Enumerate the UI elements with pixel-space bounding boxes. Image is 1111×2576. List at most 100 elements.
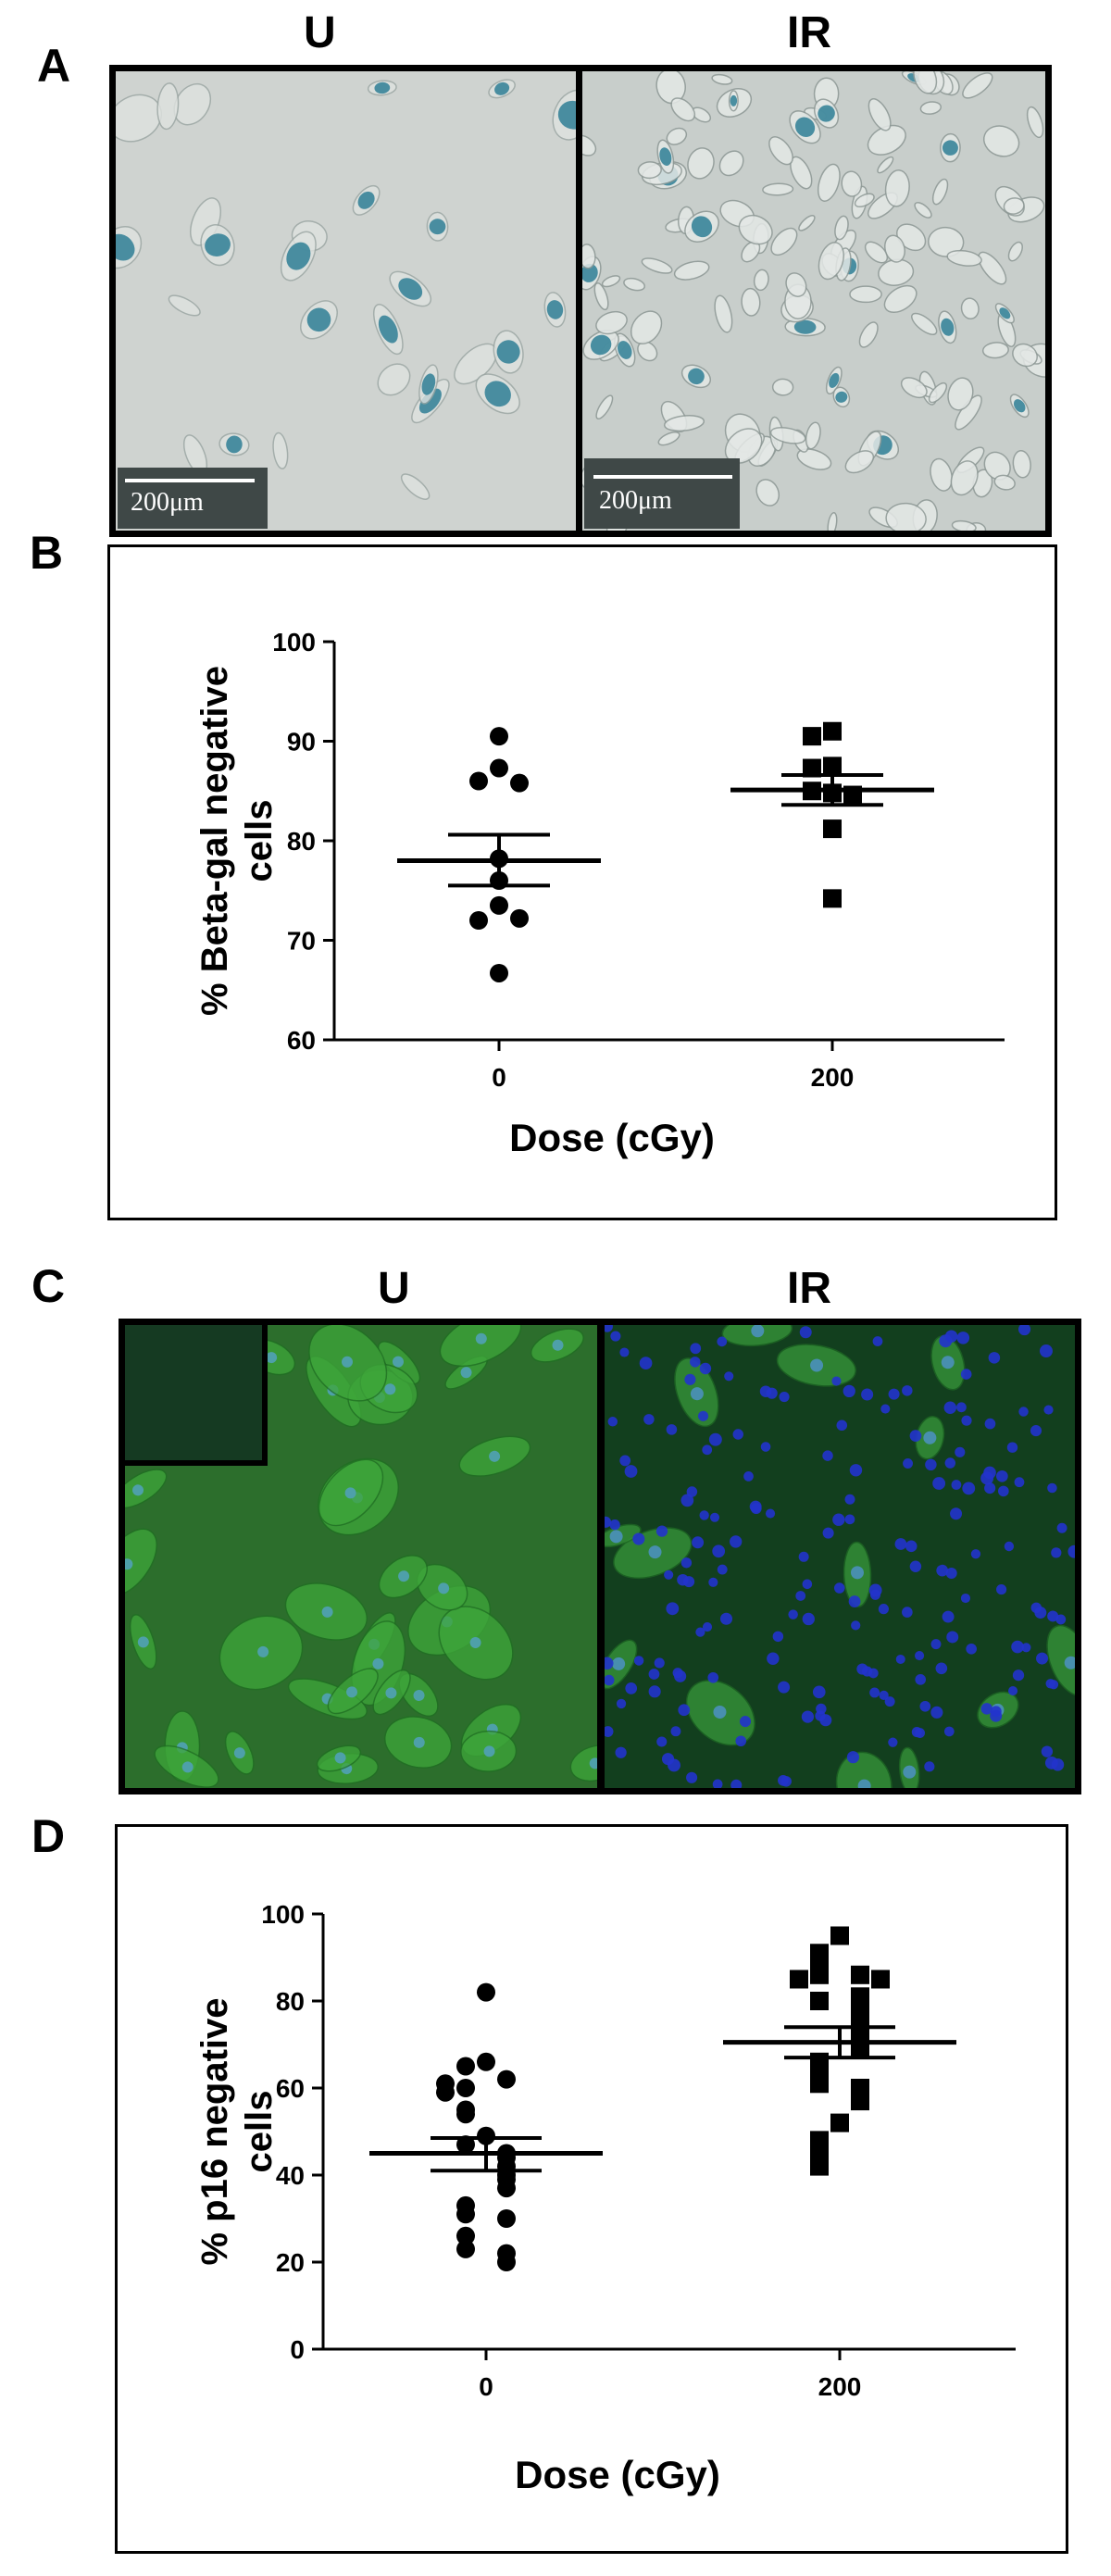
- nucleus: [655, 1525, 668, 1537]
- cell: [156, 82, 180, 131]
- nucleus: [605, 1674, 615, 1686]
- nucleus: [759, 1385, 772, 1398]
- stain: [999, 307, 1011, 319]
- cell: [663, 414, 705, 432]
- data-point-square: [823, 819, 842, 839]
- nucleus: [960, 1369, 972, 1380]
- nucleus: [850, 1566, 864, 1580]
- nucleus: [413, 1689, 425, 1701]
- cell: [200, 224, 235, 267]
- nucleus: [878, 1604, 889, 1615]
- cell-body: [769, 426, 806, 444]
- nucleus: [702, 1444, 713, 1456]
- nucleus: [1006, 1442, 1018, 1453]
- nucleus: [1041, 1745, 1054, 1757]
- data-point-square: [810, 2131, 829, 2150]
- panel-a-left-title: U: [304, 8, 336, 57]
- nucleus: [944, 1457, 956, 1469]
- cell: [755, 479, 780, 506]
- nucleus: [732, 1429, 743, 1440]
- cell: [931, 178, 949, 206]
- nucleus: [894, 1538, 907, 1550]
- cell: [827, 511, 838, 531]
- cell-body: [796, 448, 832, 470]
- stain: [546, 300, 564, 319]
- cell: [913, 71, 938, 94]
- nucleus: [943, 1726, 955, 1737]
- cell-body: [687, 147, 715, 180]
- y-tick-label: 80: [287, 827, 316, 856]
- nucleus: [984, 1418, 996, 1430]
- data-point-circle: [490, 963, 508, 982]
- nucleus: [751, 1325, 765, 1338]
- cell-body: [630, 310, 663, 344]
- stain: [818, 105, 835, 122]
- stain: [691, 216, 713, 238]
- cell: [418, 364, 439, 405]
- chart-d-frame: 0 20 40 60 80 100 0 200 Dose (cGy) % p16 negative…: [115, 1824, 1068, 2554]
- cell-body: [928, 381, 948, 404]
- nucleus: [341, 1356, 353, 1368]
- cell-body: [877, 156, 894, 174]
- data-point-circle: [469, 911, 488, 930]
- cell: [116, 226, 143, 269]
- chart-b-frame: 60 70 80 90 100 0 200 Dose (cGy) % Beta-gal nega…: [107, 544, 1057, 1220]
- cell: [1012, 343, 1038, 368]
- nucleus: [1045, 1679, 1055, 1689]
- stain: [496, 340, 520, 364]
- nucleus: [708, 1577, 718, 1587]
- cell-body: [885, 502, 927, 531]
- cell: [1009, 394, 1030, 419]
- cell: [978, 251, 1007, 285]
- cell: [884, 169, 910, 207]
- nucleus: [930, 1706, 943, 1719]
- stain: [942, 140, 958, 156]
- stain: [429, 219, 446, 235]
- nucleus: [605, 1726, 614, 1737]
- nucleus: [960, 1593, 971, 1604]
- nucleus: [955, 1446, 966, 1457]
- nucleus: [610, 1331, 621, 1342]
- cell: [947, 377, 974, 411]
- nucleus: [983, 1466, 996, 1480]
- cell-body: [982, 125, 1020, 157]
- data-point-circle: [510, 908, 529, 928]
- nucleus: [334, 1752, 346, 1764]
- cell-body: [670, 97, 696, 122]
- cell: [378, 1555, 428, 1599]
- nucleus: [607, 1417, 618, 1427]
- cell-body: [946, 249, 982, 267]
- data-point-circle: [477, 2126, 495, 2145]
- cell: [877, 156, 894, 174]
- cell-body: [930, 457, 954, 492]
- nucleus: [656, 1736, 668, 1747]
- cell: [834, 215, 849, 241]
- nucleus: [779, 1391, 790, 1403]
- nucleus: [1039, 1344, 1053, 1358]
- data-point-circle: [477, 2052, 495, 2071]
- cell-body: [593, 282, 609, 311]
- nucleus: [914, 1650, 925, 1661]
- nucleus: [795, 1591, 806, 1601]
- cell-body: [805, 421, 821, 450]
- nucleus: [589, 1757, 597, 1769]
- nucleus: [819, 1714, 832, 1727]
- cell-body: [738, 214, 773, 245]
- cell: [1012, 449, 1031, 479]
- cell: [805, 421, 821, 450]
- nucleus: [1055, 1614, 1067, 1625]
- stain: [374, 81, 391, 94]
- nucleus: [856, 1663, 868, 1675]
- stain: [1013, 399, 1026, 413]
- nucleus: [888, 1388, 900, 1400]
- cell: [569, 1744, 597, 1782]
- cell: [666, 127, 688, 145]
- data-point-circle: [456, 2105, 475, 2124]
- stain: [306, 307, 331, 332]
- cell: [327, 1668, 379, 1715]
- cell: [582, 330, 619, 360]
- nucleus: [833, 1582, 845, 1594]
- nucleus: [868, 1583, 882, 1597]
- nucleus: [935, 1662, 948, 1675]
- nucleus: [846, 1751, 859, 1764]
